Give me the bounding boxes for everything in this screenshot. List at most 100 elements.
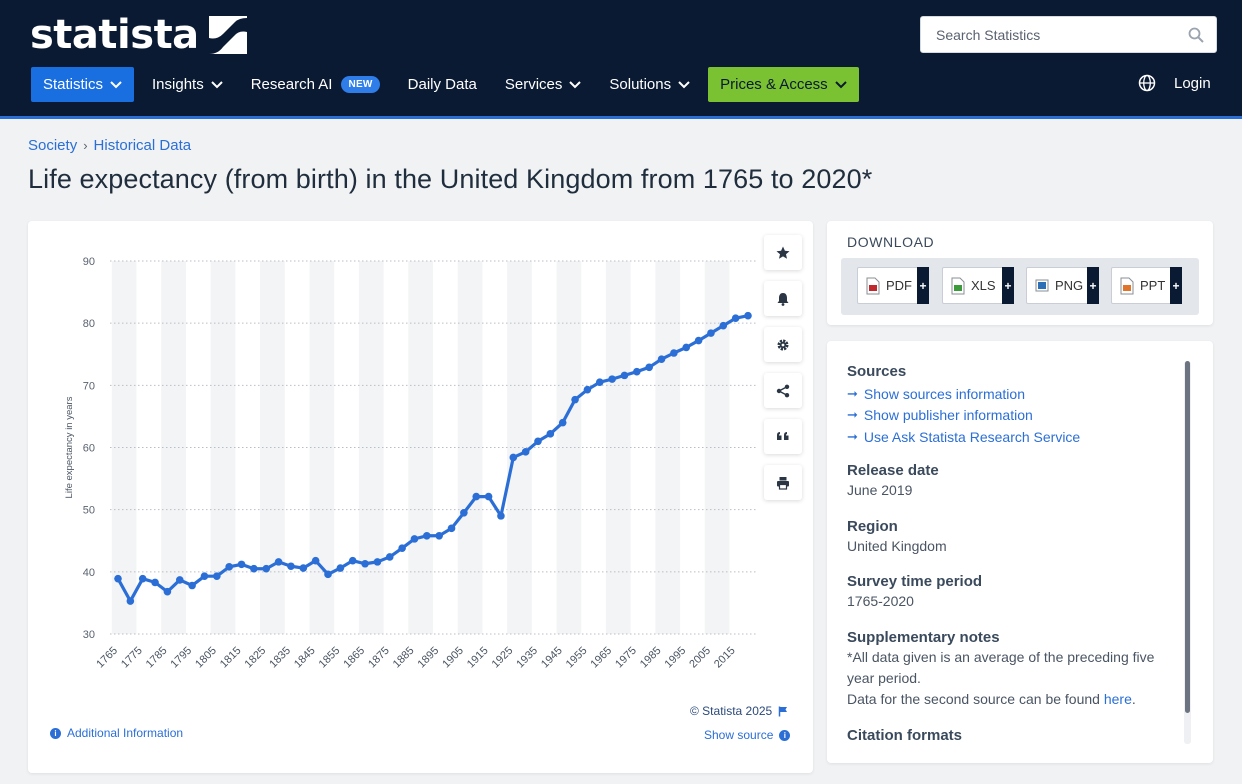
second-source-here-link[interactable]: here: [1103, 691, 1132, 707]
nav-statistics[interactable]: Statistics: [31, 67, 135, 102]
bell-icon: [777, 292, 789, 306]
statista-logo[interactable]: statista: [30, 14, 247, 56]
favorite-button[interactable]: [764, 235, 802, 270]
x-tick-label: 1825: [243, 645, 269, 671]
additional-information-link[interactable]: i Additional Information: [50, 726, 183, 740]
flag-icon[interactable]: [778, 706, 788, 717]
data-point: [744, 311, 752, 320]
x-tick-label: 1795: [168, 645, 194, 671]
account-navigation: Login: [1138, 74, 1211, 92]
region-value: United Kingdom: [847, 538, 947, 554]
breadcrumb-historical-data[interactable]: Historical Data: [93, 137, 192, 154]
release-date-heading: Release date: [847, 462, 939, 479]
search-input[interactable]: [921, 17, 1171, 52]
data-point: [361, 559, 369, 568]
x-tick-label: 1855: [317, 645, 343, 671]
data-point: [287, 562, 295, 571]
data-point: [175, 576, 184, 584]
second-source-text: Data for the second source can be found: [847, 691, 1104, 707]
data-point: [213, 572, 221, 580]
search-box: [920, 16, 1217, 53]
nav-research-ai[interactable]: Research AI NEW: [239, 67, 392, 102]
show-publisher-link[interactable]: ➞ Show publisher information: [847, 405, 1080, 427]
release-date-value: June 2019: [847, 482, 913, 498]
x-tick-label: 1925: [490, 645, 516, 671]
arrow-right-icon: ➞: [847, 407, 858, 423]
data-point: [225, 563, 233, 571]
x-tick-label: 1895: [415, 645, 441, 671]
ppt-file-icon: [1120, 277, 1134, 294]
chart-band: [704, 261, 730, 634]
settings-button[interactable]: [764, 327, 802, 362]
plus-icon: +: [1170, 267, 1182, 304]
nav-services-label: Services: [504, 76, 563, 93]
data-point: [509, 453, 518, 462]
data-point: [583, 385, 592, 394]
second-source-note: Data for the second source can be found …: [847, 689, 1167, 710]
notification-button[interactable]: [764, 281, 802, 316]
x-tick-label: 1965: [588, 645, 614, 671]
data-point: [534, 437, 542, 446]
x-tick-label: 1935: [514, 645, 540, 671]
nav-statistics-label: Statistics: [43, 76, 104, 93]
data-point: [250, 564, 258, 573]
nav-services[interactable]: Services: [493, 67, 594, 102]
show-sources-link[interactable]: ➞ Show sources information: [847, 383, 1080, 405]
new-badge: NEW: [341, 76, 380, 93]
nav-insights[interactable]: Insights: [140, 67, 235, 102]
data-point: [274, 558, 283, 566]
download-xls-button[interactable]: XLS +: [942, 267, 1014, 304]
ask-statista-link[interactable]: ➞ Use Ask Statista Research Service: [847, 426, 1080, 448]
data-point: [262, 564, 271, 573]
chevron-down-icon: [834, 80, 847, 88]
info-scrollbar-thumb[interactable]: [1185, 361, 1190, 713]
info-icon: i: [779, 729, 791, 741]
citation-formats-section: Citation formats: [847, 727, 962, 744]
y-tick-label: 60: [83, 443, 95, 455]
citation-button[interactable]: [764, 419, 802, 454]
statistic-info-card: Sources ➞ Show sources information ➞ Show …: [827, 341, 1213, 763]
x-tick-label: 1955: [564, 645, 590, 671]
breadcrumb-society[interactable]: Society: [28, 137, 78, 154]
logo-mark-icon: [208, 16, 247, 54]
supplementary-notes-section: Supplementary notes *All data given is a…: [847, 629, 1167, 710]
nav-daily-data-label: Daily Data: [407, 76, 477, 93]
download-ppt-button[interactable]: PPT +: [1111, 267, 1182, 304]
xls-label: XLS: [971, 278, 996, 293]
pdf-file-icon: [866, 277, 880, 294]
data-point: [719, 321, 728, 330]
info-icon: i: [50, 727, 61, 739]
data-point: [731, 314, 740, 322]
nav-research-ai-label: Research AI: [250, 76, 333, 93]
print-button[interactable]: [764, 465, 802, 500]
globe-icon[interactable]: [1138, 74, 1156, 92]
download-png-button[interactable]: PNG +: [1026, 267, 1099, 304]
x-tick-label: 1945: [539, 645, 565, 671]
data-point: [299, 564, 308, 572]
chart-band: [161, 261, 186, 634]
nav-solutions[interactable]: Solutions: [597, 67, 702, 102]
data-point: [200, 572, 209, 580]
nav-prices-access[interactable]: Prices & Access: [708, 67, 859, 102]
x-tick-label: 1985: [638, 645, 664, 671]
download-pdf-button[interactable]: PDF +: [857, 267, 929, 304]
share-icon: [776, 384, 790, 397]
search-icon[interactable]: [1188, 27, 1204, 43]
nav-daily-data[interactable]: Daily Data: [396, 67, 489, 102]
login-link[interactable]: Login: [1174, 74, 1211, 92]
ask-statista-label: Use Ask Statista Research Service: [863, 428, 1081, 445]
data-point: [484, 492, 493, 501]
data-point: [633, 367, 641, 376]
data-point: [385, 553, 394, 561]
data-point: [373, 558, 382, 566]
x-tick-label: 1765: [94, 645, 120, 671]
data-point: [595, 378, 604, 387]
nav-insights-label: Insights: [152, 76, 204, 93]
chart-card: 30 40 50 60 70 80 90 Life expectancy in years 17…: [28, 221, 813, 773]
ppt-label: PPT: [1140, 278, 1166, 293]
download-title: DOWNLOAD: [847, 234, 935, 250]
xls-file-icon: [951, 277, 965, 294]
share-button[interactable]: [764, 373, 802, 408]
show-source-link[interactable]: Show source i: [704, 728, 791, 742]
data-point: [558, 418, 567, 427]
